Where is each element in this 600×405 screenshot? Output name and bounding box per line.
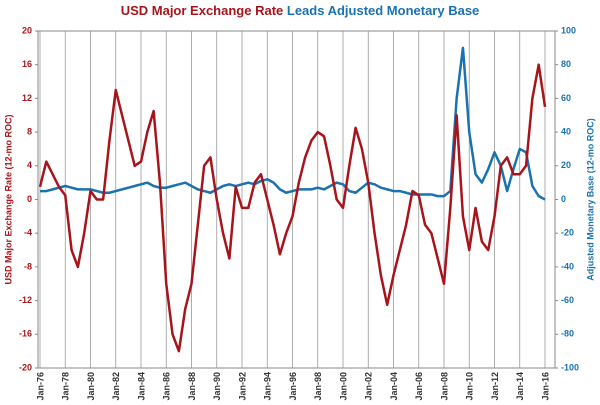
x-tick-label: Jan-02 [364,372,374,401]
x-tick-label: Jan-76 [35,372,45,401]
x-tick-label: Jan-86 [162,372,172,401]
y-axis-label: USD Major Exchange Rate (12-mo ROC) [3,114,13,284]
y-tick-label: 0 [27,194,32,204]
x-tick-label: Jan-80 [86,372,96,401]
x-tick-label: Jan-14 [515,372,525,401]
y2-axis-label: Adjusted Monetary Base (12-mo ROC) [585,118,595,281]
x-tick-label: Jan-12 [490,372,500,401]
x-tick-label: Jan-84 [136,372,146,401]
y-tick-label: 16 [22,59,32,69]
x-tick-label: Jan-88 [187,372,197,401]
title-part: USD Major Exchange Rate [121,3,284,18]
y2-tick-label: 20 [561,160,571,170]
line-series [40,46,546,201]
x-tick-label: Jan-16 [540,372,550,401]
x-tick-label: Jan-82 [111,372,121,401]
x-tick-label: Jan-92 [237,372,247,401]
y2-tick-label: 0 [561,194,566,204]
y2-tick-label: 100 [561,25,576,35]
y-tick-label: -8 [24,261,32,271]
x-tick-label: Jan-08 [439,372,449,401]
x-tick-label: Jan-90 [212,372,222,401]
y2-tick-label: 40 [561,126,571,136]
line-series [38,63,547,353]
y-tick-label: 4 [27,160,32,170]
title-part: Leads Adjusted Monetary Base [287,3,479,18]
y2-tick-label: -80 [561,329,574,339]
x-tick-label: Jan-98 [313,372,323,401]
x-tick-label: Jan-00 [338,372,348,401]
y-tick-label: -4 [24,228,32,238]
x-tick-label: Jan-04 [389,372,399,401]
x-tick-label: Jan-78 [61,372,71,401]
x-tick-label: Jan-96 [288,372,298,401]
x-tick-label: Jan-10 [465,372,475,401]
chart-title: USD Major Exchange Rate Leads Adjusted M… [121,3,480,18]
y2-tick-label: 80 [561,59,571,69]
y2-tick-label: -100 [561,362,579,372]
y-tick-label: -16 [19,329,32,339]
y2-tick-label: 60 [561,93,571,103]
y-tick-label: -12 [19,295,32,305]
y-tick-label: -20 [19,362,32,372]
y-tick-label: 20 [22,25,32,35]
y-tick-label: 12 [22,93,32,103]
y-tick-label: 8 [27,126,32,136]
y2-tick-label: -60 [561,295,574,305]
x-tick-label: Jan-94 [263,372,273,401]
y2-tick-label: -20 [561,228,574,238]
x-tick-label: Jan-06 [414,372,424,401]
y2-tick-label: -40 [561,261,574,271]
